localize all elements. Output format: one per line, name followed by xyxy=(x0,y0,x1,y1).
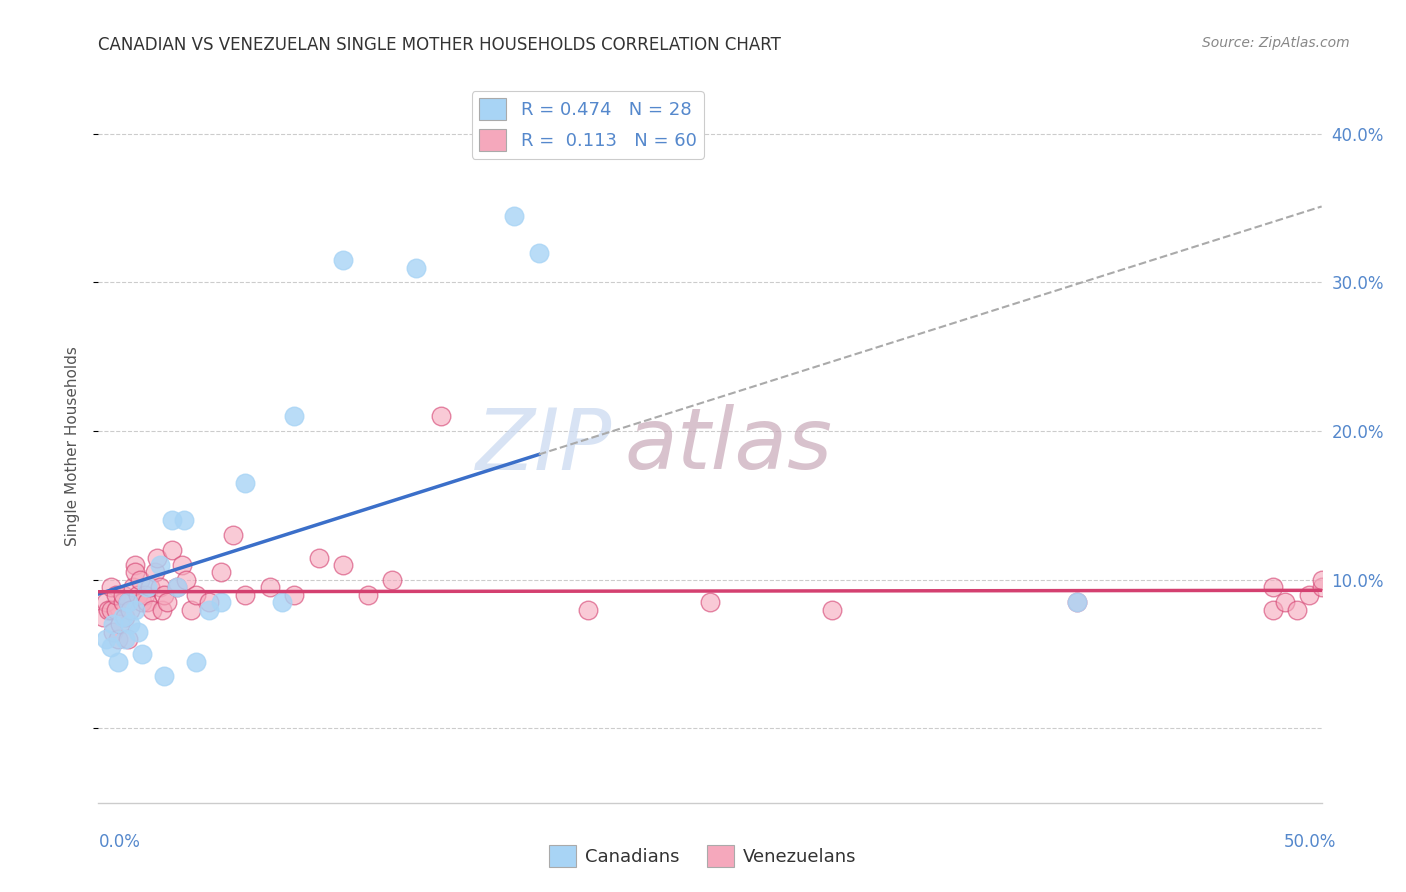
Point xyxy=(180,602,202,616)
Point xyxy=(176,573,198,587)
Text: atlas: atlas xyxy=(624,404,832,488)
Point xyxy=(332,558,354,572)
Point xyxy=(1261,580,1284,594)
Point xyxy=(160,513,183,527)
Point xyxy=(233,476,256,491)
Point xyxy=(153,669,176,683)
Point xyxy=(233,588,256,602)
Point xyxy=(111,588,134,602)
Point xyxy=(111,595,134,609)
Point xyxy=(100,580,122,594)
Point xyxy=(381,573,404,587)
Point xyxy=(156,595,179,609)
Point xyxy=(576,602,599,616)
Point xyxy=(120,602,142,616)
Point xyxy=(124,566,146,580)
Point xyxy=(107,655,129,669)
Point xyxy=(149,558,172,572)
Point xyxy=(139,580,162,594)
Point xyxy=(821,602,844,616)
Point xyxy=(166,580,188,594)
Point xyxy=(1066,595,1088,609)
Point xyxy=(100,640,122,654)
Point xyxy=(136,580,159,594)
Point xyxy=(141,602,163,616)
Point xyxy=(1310,580,1333,594)
Point xyxy=(186,655,208,669)
Point xyxy=(270,595,294,609)
Point xyxy=(1261,602,1284,616)
Point xyxy=(1286,602,1309,616)
Point xyxy=(699,595,721,609)
Point xyxy=(120,617,142,632)
Point xyxy=(146,550,169,565)
Point xyxy=(1298,588,1320,602)
Point xyxy=(143,566,166,580)
Text: 0.0%: 0.0% xyxy=(98,833,141,851)
Point xyxy=(503,209,526,223)
Text: Source: ZipAtlas.com: Source: ZipAtlas.com xyxy=(1202,36,1350,50)
Point xyxy=(129,573,152,587)
Point xyxy=(110,617,132,632)
Point xyxy=(186,588,208,602)
Point xyxy=(1274,595,1296,609)
Point xyxy=(209,595,232,609)
Point xyxy=(166,580,188,594)
Point xyxy=(527,245,550,260)
Point xyxy=(222,528,245,542)
Point xyxy=(111,610,134,624)
Point xyxy=(121,580,143,594)
Point xyxy=(356,588,378,602)
Point xyxy=(101,617,124,632)
Point xyxy=(97,602,120,616)
Point xyxy=(94,632,117,647)
Point xyxy=(131,595,153,609)
Point xyxy=(124,602,146,616)
Point xyxy=(197,595,219,609)
Point xyxy=(114,610,136,624)
Point xyxy=(100,602,122,616)
Point xyxy=(117,595,139,609)
Point xyxy=(259,580,281,594)
Point xyxy=(160,543,183,558)
Point xyxy=(131,647,153,661)
Point xyxy=(283,409,305,424)
Point xyxy=(94,595,117,609)
Point xyxy=(104,588,127,602)
Point xyxy=(197,602,219,616)
Point xyxy=(1066,595,1088,609)
Text: 50.0%: 50.0% xyxy=(1284,833,1336,851)
Point xyxy=(127,624,149,639)
Point xyxy=(173,513,195,527)
Point xyxy=(91,610,114,624)
Point xyxy=(283,588,305,602)
Point xyxy=(134,588,156,602)
Point xyxy=(107,632,129,647)
Point xyxy=(114,632,136,647)
Text: ZIP: ZIP xyxy=(475,404,612,488)
Point xyxy=(127,588,149,602)
Legend: R = 0.474   N = 28, R =  0.113   N = 60: R = 0.474 N = 28, R = 0.113 N = 60 xyxy=(472,91,703,159)
Point xyxy=(117,595,139,609)
Point xyxy=(332,253,354,268)
Point xyxy=(209,566,232,580)
Point xyxy=(117,632,139,647)
Point xyxy=(153,588,176,602)
Point xyxy=(308,550,330,565)
Point xyxy=(1310,573,1333,587)
Point xyxy=(101,624,124,639)
Y-axis label: Single Mother Households: Single Mother Households xyxy=(65,346,80,546)
Point xyxy=(430,409,453,424)
Point xyxy=(136,595,159,609)
Point xyxy=(149,580,172,594)
Point xyxy=(104,602,127,616)
Legend: Canadians, Venezuelans: Canadians, Venezuelans xyxy=(543,838,863,874)
Point xyxy=(405,260,427,275)
Text: CANADIAN VS VENEZUELAN SINGLE MOTHER HOUSEHOLDS CORRELATION CHART: CANADIAN VS VENEZUELAN SINGLE MOTHER HOU… xyxy=(98,36,782,54)
Point xyxy=(124,558,146,572)
Point xyxy=(170,558,193,572)
Point xyxy=(150,602,173,616)
